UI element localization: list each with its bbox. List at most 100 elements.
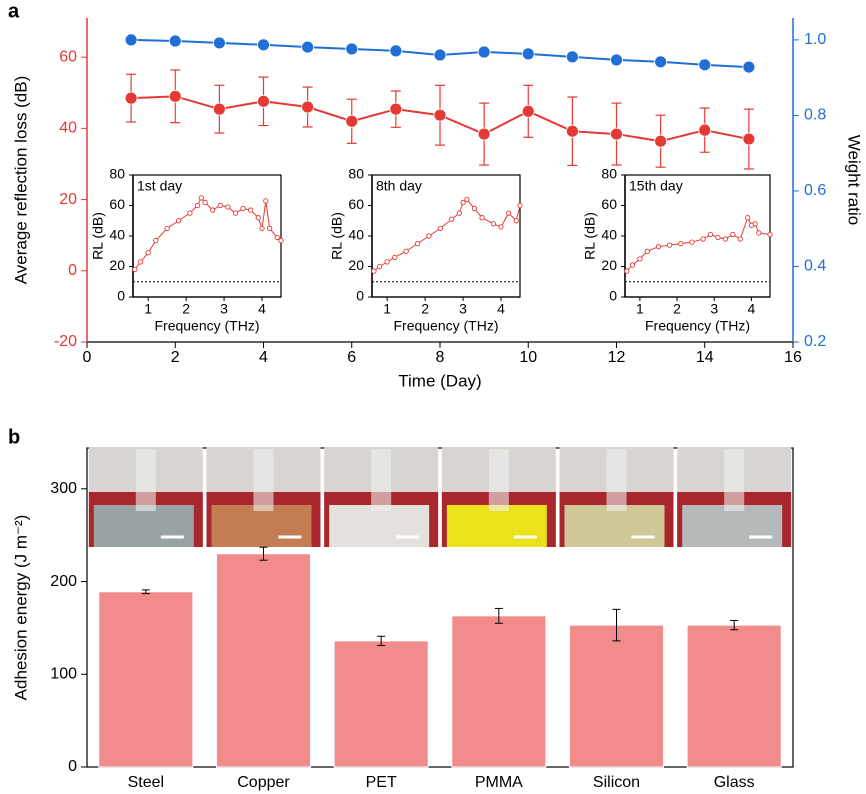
y-axis-title: RL (dB): [90, 212, 106, 260]
point: [655, 244, 662, 250]
x-tick-label: 4: [258, 301, 266, 317]
point: [198, 195, 204, 201]
point: [498, 224, 504, 230]
point: [263, 198, 269, 204]
x-tick-label: 10: [519, 349, 537, 366]
photo-substrate: [93, 505, 194, 547]
photo: [88, 447, 203, 547]
point: [168, 34, 182, 48]
photo-film: [371, 449, 392, 511]
point: [698, 123, 712, 137]
inset-frame: [624, 174, 771, 298]
point: [477, 127, 491, 141]
x-tick-label: Copper: [237, 774, 290, 791]
x-tick-label: 2: [673, 301, 681, 317]
photo-film: [606, 449, 627, 511]
bar: [98, 591, 194, 768]
y-tick-label: 40: [601, 227, 617, 243]
bar: [451, 615, 547, 768]
point: [274, 234, 280, 241]
point: [371, 268, 377, 274]
photo-film: [253, 449, 274, 511]
point: [464, 196, 470, 203]
y-tick-label: 80: [601, 166, 617, 182]
x-tick-label: 3: [220, 301, 228, 317]
point: [666, 242, 673, 248]
bar: [686, 624, 782, 768]
point: [767, 231, 773, 238]
plot-frame: [86, 447, 794, 768]
point: [624, 268, 630, 274]
point: [456, 210, 462, 216]
y-axis-title: RL (dB): [582, 212, 598, 260]
photo-film: [135, 449, 156, 511]
point: [153, 237, 159, 244]
point: [145, 250, 151, 256]
annotation: 8th day: [376, 178, 422, 194]
inset-frame: [371, 174, 521, 298]
point: [565, 124, 579, 138]
y2-tick-label: 0.6: [804, 182, 826, 199]
point: [212, 102, 226, 116]
y2-tick-label: 0.2: [804, 333, 826, 350]
x-tick-label: 4: [748, 301, 756, 317]
y-tick-label: 40: [59, 120, 77, 137]
point: [521, 104, 535, 118]
point: [654, 134, 668, 148]
y-tick-label: 20: [348, 257, 364, 273]
point: [513, 218, 519, 224]
point: [689, 239, 695, 245]
y-tick-label: 80: [109, 166, 125, 182]
point: [232, 210, 239, 216]
point: [392, 254, 398, 261]
photo-substrate: [446, 505, 547, 547]
point: [715, 234, 721, 241]
x-tick-label: PMMA: [475, 774, 523, 791]
point: [132, 266, 138, 273]
point: [210, 207, 216, 213]
photo-film: [488, 449, 509, 511]
point: [678, 240, 684, 247]
point: [168, 89, 182, 103]
point: [654, 55, 668, 69]
y2-tick-label: 0.8: [804, 107, 826, 124]
x-tick-label: 3: [459, 301, 467, 317]
y-tick-label: 60: [601, 196, 617, 212]
point: [137, 259, 144, 265]
point: [175, 218, 182, 224]
point: [479, 215, 485, 221]
point: [698, 58, 712, 72]
point: [737, 236, 743, 242]
panel-label: b: [8, 426, 20, 448]
y-tick-label: 200: [50, 573, 77, 590]
point: [752, 221, 758, 227]
point: [403, 248, 409, 254]
y-tick-label: 60: [109, 196, 125, 212]
point: [707, 231, 714, 238]
panel-label: a: [8, 0, 20, 22]
point: [124, 91, 138, 105]
point: [722, 236, 729, 242]
point: [644, 248, 650, 254]
point: [414, 240, 421, 247]
photo: [206, 447, 321, 547]
point: [521, 47, 535, 61]
x-tick-label: 1: [144, 301, 152, 317]
y-tick-label: 40: [348, 227, 364, 243]
x-tick-label: 3: [710, 301, 718, 317]
point: [745, 215, 751, 221]
annotation: 1st day: [137, 178, 182, 194]
point: [610, 53, 623, 67]
point: [257, 94, 270, 108]
point: [756, 230, 762, 236]
series-line: [134, 196, 282, 270]
point: [212, 36, 226, 50]
point: [384, 259, 390, 265]
x-tick-label: 14: [696, 349, 714, 366]
photo-substrate: [682, 505, 783, 547]
photo-film: [724, 449, 745, 511]
photo-substrate: [211, 505, 312, 547]
y-axis-title: Average reflection loss (dB): [11, 76, 30, 285]
bar: [568, 624, 665, 768]
x-axis-title: Frequency (THz): [154, 318, 259, 334]
